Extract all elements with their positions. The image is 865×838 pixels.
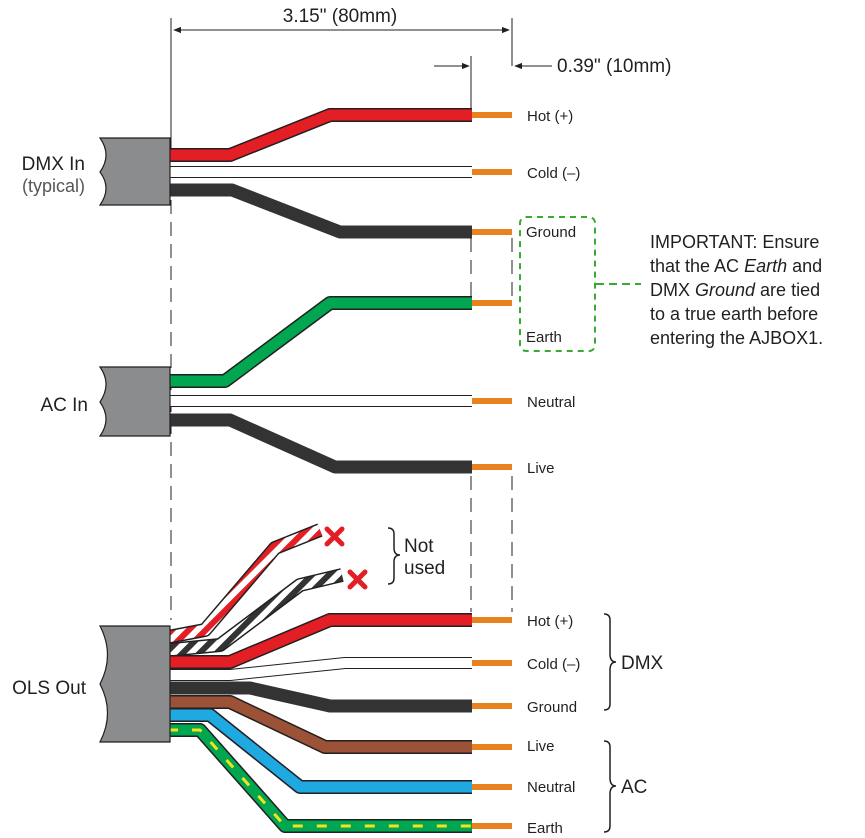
dmx-in-cold-label: Cold (–) bbox=[527, 165, 580, 182]
not-used-brace bbox=[387, 527, 401, 585]
ols-ground-tip bbox=[472, 703, 512, 709]
dimension-strip-label: 0.39" (10mm) bbox=[557, 56, 671, 77]
ols-out-group: Not used OLS Out Hot (+) Cold (–) Ground… bbox=[12, 523, 664, 837]
ols-cold-wire bbox=[168, 658, 472, 680]
not-used-label: Not used bbox=[404, 536, 445, 579]
ols-neutral-label: Neutral bbox=[527, 779, 575, 796]
dimension-strip: 0.39" (10mm) bbox=[434, 56, 671, 110]
ols-cold-tip bbox=[472, 660, 512, 666]
x-mark-icon bbox=[324, 526, 345, 547]
ols-unused-black-white-wire bbox=[167, 569, 344, 656]
ols-earth-tip bbox=[472, 823, 512, 829]
ac-in-earth-tip bbox=[472, 300, 512, 306]
important-note: IMPORTANT: Ensure that the AC Earth and … bbox=[650, 232, 827, 348]
ac-in-earth-wire bbox=[165, 297, 472, 387]
ac-in-neutral-tip bbox=[472, 398, 512, 404]
ols-hot-label: Hot (+) bbox=[527, 613, 573, 630]
ac-in-group: AC In Earth Neutral Live bbox=[40, 296, 575, 477]
ols-earth-label: Earth bbox=[527, 820, 563, 837]
ac-in-live-tip bbox=[472, 464, 512, 470]
ac-in-live-wire bbox=[165, 413, 472, 474]
ols-cold-label: Cold (–) bbox=[527, 656, 580, 673]
ground-earth-box bbox=[519, 216, 596, 352]
ac-group-label: AC bbox=[621, 777, 647, 798]
ols-earth-wire-stripe bbox=[168, 728, 472, 828]
ground-earth-callout: IMPORTANT: Ensure that the AC Earth and … bbox=[519, 216, 827, 352]
ols-neutral-wire bbox=[168, 709, 472, 793]
dmx-in-cold-tip bbox=[472, 169, 512, 175]
dmx-group-brace bbox=[603, 613, 617, 711]
ols-neutral-tip bbox=[472, 784, 512, 790]
ac-in-cable bbox=[98, 366, 171, 437]
alignment-guides bbox=[170, 200, 513, 620]
ols-ground-wire bbox=[168, 681, 472, 713]
dmx-in-sublabel: (typical) bbox=[22, 176, 85, 196]
dimension-overall: 3.15" (80mm) bbox=[170, 6, 513, 150]
dmx-in-ground-label: Ground bbox=[526, 224, 576, 241]
ols-ground-label: Ground bbox=[527, 699, 577, 716]
ols-out-cable bbox=[99, 625, 171, 743]
dmx-group-label: DMX bbox=[621, 653, 664, 674]
dimension-overall-label: 3.15" (80mm) bbox=[283, 6, 397, 27]
ac-in-earth-label: Earth bbox=[526, 329, 562, 346]
dmx-in-hot-label: Hot (+) bbox=[527, 108, 573, 125]
ac-group-brace bbox=[603, 740, 617, 833]
ols-live-wire bbox=[168, 696, 472, 753]
ac-in-neutral-label: Neutral bbox=[527, 394, 575, 411]
dmx-in-cable bbox=[98, 137, 171, 206]
ols-unused-red-white-wire bbox=[166, 524, 323, 643]
ac-in-live-label: Live bbox=[527, 460, 555, 477]
ols-live-label: Live bbox=[527, 738, 555, 755]
dmx-in-label: DMX In bbox=[22, 154, 85, 175]
dmx-in-group: DMX In (typical) Hot (+) Cold (–) Ground bbox=[22, 108, 580, 241]
dmx-in-ground-tip bbox=[472, 229, 512, 235]
ols-hot-tip bbox=[472, 617, 512, 623]
ols-hot-wire bbox=[168, 614, 472, 668]
x-mark-icon bbox=[347, 569, 368, 590]
ols-live-tip bbox=[472, 744, 512, 750]
dmx-in-ground-wire bbox=[165, 183, 472, 239]
dmx-in-hot-tip bbox=[472, 112, 512, 118]
dmx-in-hot-wire bbox=[165, 109, 472, 161]
ac-in-label: AC In bbox=[40, 395, 88, 416]
ols-out-label: OLS Out bbox=[12, 678, 87, 699]
